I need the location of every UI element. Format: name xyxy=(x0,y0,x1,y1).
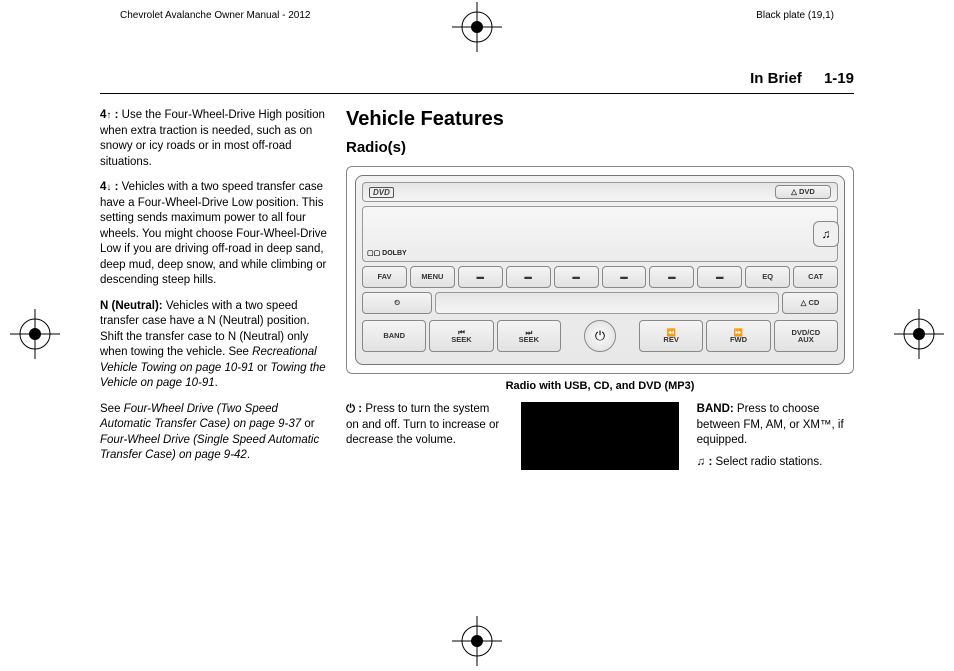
preset-4[interactable]: ▬ xyxy=(602,266,647,288)
right-column: Vehicle Features Radio(s) DVD △ DVD ▢▢ D… xyxy=(346,108,854,474)
power-label: ⏻ : xyxy=(346,403,362,415)
cd-slot xyxy=(435,292,779,314)
radios-heading: Radio(s) xyxy=(346,139,854,156)
cd-row: ⏲ △ CD xyxy=(362,292,838,314)
left-column: 4 : Use the Four-Wheel-Drive High positi… xyxy=(100,108,328,474)
clock-button[interactable]: ⏲ xyxy=(362,292,432,314)
rev-button[interactable]: ⏪ REV xyxy=(639,320,703,352)
preset-2[interactable]: ▬ xyxy=(506,266,551,288)
radio-display: ▢▢ DOLBY ♫ xyxy=(362,206,838,262)
description-columns: ⏻ : Press to turn the system on and off.… xyxy=(346,402,854,470)
dvd-eject-button[interactable]: △ DVD xyxy=(775,185,831,199)
plate-info: Black plate (19,1) xyxy=(756,10,834,21)
preset-row: FAV MENU ▬ ▬ ▬ ▬ ▬ ▬ EQ CAT xyxy=(362,266,838,288)
menu-button[interactable]: MENU xyxy=(410,266,455,288)
arrow-up-icon xyxy=(106,109,111,121)
dvd-logo: DVD xyxy=(369,187,394,198)
page-content: In Brief 1-19 4 : Use the Four-Wheel-Dri… xyxy=(100,70,854,628)
preset-1[interactable]: ▬ xyxy=(458,266,503,288)
four-wheel-low: 4 : Vehicles with a two speed transfer c… xyxy=(100,180,328,289)
dolby-icon: ▢▢ DOLBY xyxy=(367,249,407,257)
band-button[interactable]: BAND xyxy=(362,320,426,352)
seek-next-button[interactable]: ⏭ SEEK xyxy=(497,320,561,352)
fav-button[interactable]: FAV xyxy=(362,266,407,288)
band-label: BAND: xyxy=(697,403,734,415)
arrow-down-icon xyxy=(106,181,111,193)
desc-col-1: ⏻ : Press to turn the system on and off.… xyxy=(346,402,503,470)
control-row: BAND ⏮ SEEK ⏭ SEEK ⏻ ⏪ REV ⏩ FWD DVD/CD … xyxy=(362,318,838,354)
dvd-slot: DVD △ DVD xyxy=(362,182,838,202)
page-number: 1-19 xyxy=(824,70,854,87)
power-wrap: ⏻ xyxy=(564,320,636,352)
power-desc: Press to turn the system on and off. Tur… xyxy=(346,403,499,446)
manual-title: Chevrolet Avalanche Owner Manual - 2012 xyxy=(120,10,310,21)
cd-eject-button[interactable]: △ CD xyxy=(782,292,838,314)
crop-mark-right xyxy=(894,309,944,359)
eq-button[interactable]: EQ xyxy=(745,266,790,288)
preset-6[interactable]: ▬ xyxy=(697,266,742,288)
radio-unit: DVD △ DVD ▢▢ DOLBY ♫ FAV MENU ▬ ▬ ▬ ▬ xyxy=(355,175,845,365)
four-wheel-high: 4 : Use the Four-Wheel-Drive High positi… xyxy=(100,108,328,170)
neutral-para: N (Neutral): Vehicles with a two speed t… xyxy=(100,299,328,392)
tune-label: ♫ : xyxy=(697,456,713,468)
aux-button[interactable]: DVD/CD AUX xyxy=(774,320,838,352)
radio-figure: DVD △ DVD ▢▢ DOLBY ♫ FAV MENU ▬ ▬ ▬ ▬ xyxy=(346,166,854,374)
tune-desc: Select radio stations. xyxy=(716,456,823,468)
crop-mark-left xyxy=(10,309,60,359)
vehicle-features-heading: Vehicle Features xyxy=(346,108,854,131)
column-divider xyxy=(521,402,678,470)
desc-col-2: BAND: Press to choose between FM, AM, or… xyxy=(697,402,854,470)
music-button[interactable]: ♫ xyxy=(813,221,839,247)
content-columns: 4 : Use the Four-Wheel-Drive High positi… xyxy=(100,108,854,474)
crop-mark-top xyxy=(452,2,502,52)
cat-button[interactable]: CAT xyxy=(793,266,838,288)
preset-3[interactable]: ▬ xyxy=(554,266,599,288)
seek-prev-button[interactable]: ⏮ SEEK xyxy=(429,320,493,352)
section-name: In Brief xyxy=(750,70,802,87)
power-button[interactable]: ⏻ xyxy=(584,320,616,352)
preset-5[interactable]: ▬ xyxy=(649,266,694,288)
page-header: In Brief 1-19 xyxy=(100,70,854,94)
figure-caption: Radio with USB, CD, and DVD (MP3) xyxy=(346,380,854,392)
see-refs: See Four-Wheel Drive (Two Speed Automati… xyxy=(100,402,328,464)
fwd-button[interactable]: ⏩ FWD xyxy=(706,320,770,352)
